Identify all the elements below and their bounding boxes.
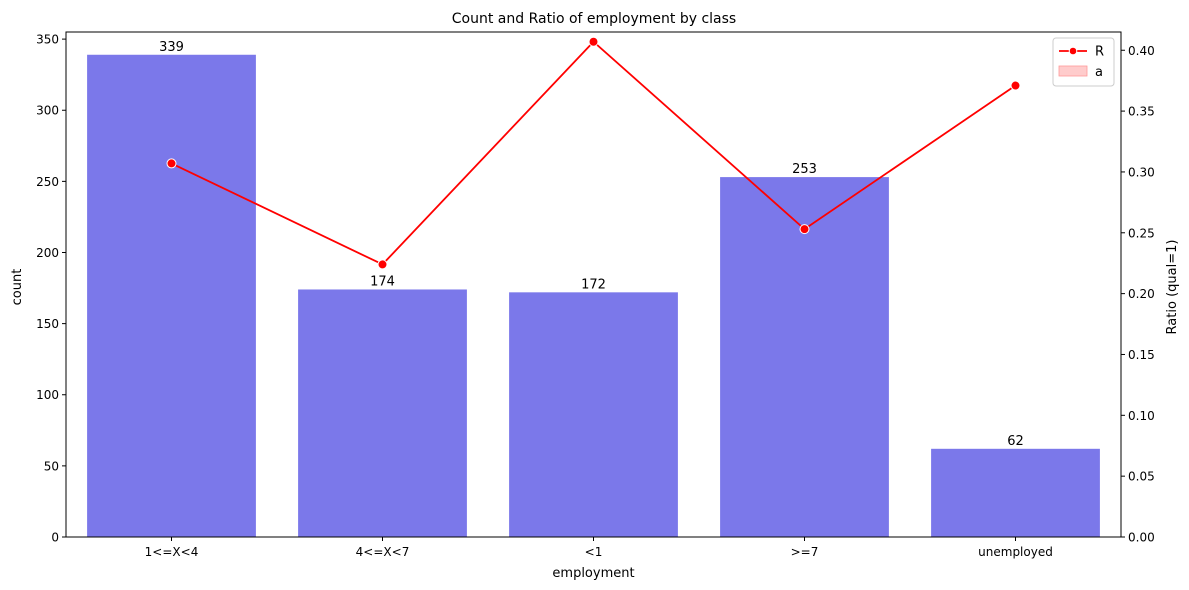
ratio-line: [171, 40, 1017, 266]
bar-2: [509, 292, 678, 537]
legend-patch-swatch: [1058, 65, 1088, 77]
legend-marker-swatch: [1068, 46, 1078, 56]
bar-labels-layer: 339 174 172 253 62: [159, 40, 1024, 449]
chart-title: Count and Ratio of employment by class: [452, 11, 736, 27]
y-tick-label-6: 300: [36, 104, 59, 118]
y2-tick-label-1: 0.05: [1128, 470, 1155, 484]
y-tick-label-3: 150: [36, 317, 59, 331]
ratio-point-4: [1010, 80, 1021, 91]
bar-value-label-3: 253: [792, 162, 817, 177]
ratio-line-layer: [166, 36, 1021, 270]
bar-4: [931, 448, 1100, 537]
x-tick-label-1: 4<=X<7: [356, 545, 410, 559]
bar-value-label-1: 174: [370, 274, 395, 289]
y2-axis-label: Ratio (qual=1): [1165, 240, 1180, 335]
legend: Ra: [1052, 37, 1115, 87]
bars-layer: [87, 54, 1100, 538]
bar-1: [298, 289, 467, 537]
x-tick-label-2: <1: [585, 545, 603, 559]
bar-value-label-4: 62: [1007, 434, 1024, 449]
bar-value-label-0: 339: [159, 40, 184, 55]
ratio-point-3: [799, 224, 810, 235]
x-tick-label-0: 1<=X<4: [145, 545, 199, 559]
ratio-point-0: [166, 158, 177, 169]
y2-tick-label-5: 0.25: [1128, 226, 1155, 240]
x-tick-label-3: >=7: [791, 545, 819, 559]
legend-label-1: a: [1095, 65, 1103, 80]
y2-tick-label-3: 0.15: [1128, 348, 1155, 362]
y-tick-label-1: 50: [44, 459, 59, 473]
legend-label-0: R: [1095, 45, 1104, 60]
bar-value-label-2: 172: [581, 277, 606, 292]
y-tick-label-0: 0: [51, 531, 59, 545]
y2-tick-label-2: 0.10: [1128, 409, 1155, 423]
x-axis-label: employment: [552, 566, 634, 581]
y2-tick-label-7: 0.35: [1128, 105, 1155, 119]
y2-tick-label-6: 0.30: [1128, 165, 1155, 179]
y2-tick-label-8: 0.40: [1128, 44, 1155, 58]
x-tick-label-4: unemployed: [978, 545, 1053, 559]
y-axis-label: count: [10, 269, 25, 306]
bar-0: [87, 54, 256, 538]
bar-3: [720, 177, 889, 538]
y-tick-label-7: 350: [36, 33, 59, 47]
y-tick-label-5: 250: [36, 175, 59, 189]
legend-box: [1052, 37, 1115, 87]
y2-tick-label-0: 0.00: [1128, 531, 1155, 545]
ratio-point-1: [377, 259, 388, 270]
ratio-point-2: [588, 36, 599, 47]
y2-tick-label-4: 0.20: [1128, 287, 1155, 301]
y-tick-label-4: 200: [36, 246, 59, 260]
y-tick-label-2: 100: [36, 388, 59, 402]
axes-layer: 0 50 100 150 200 250 300 350 0.00 0.05 0.10 0.15 0.2…: [36, 31, 1155, 559]
